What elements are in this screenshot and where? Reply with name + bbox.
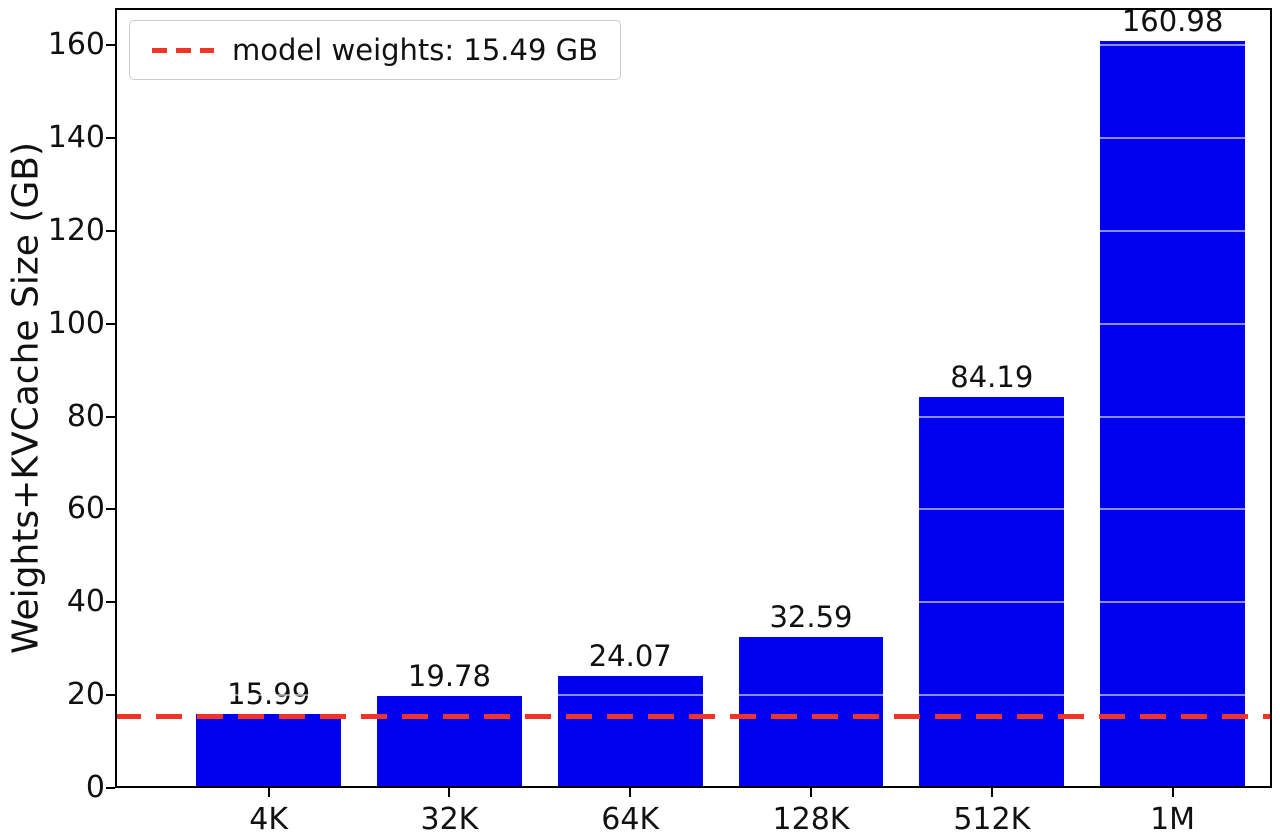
x-tick-mark [629,788,632,797]
gridline [115,137,1272,139]
y-tick-mark [106,694,115,697]
y-tick-mark [106,787,115,789]
y-tick-label: 0 [85,770,105,805]
bar [377,696,522,788]
y-tick-label: 20 [66,677,105,713]
y-tick-mark [106,508,115,511]
y-tick-label: 120 [47,212,105,248]
y-tick-mark [106,44,115,47]
gridline [115,415,1272,418]
y-tick-label: 60 [66,491,105,527]
bar [1100,40,1245,788]
bar-value-label: 84.19 [950,360,1034,395]
x-tick-label: 64K [601,802,660,836]
legend-label: model weights: 15.49 GB [232,33,598,67]
gridline [115,508,1272,511]
bar [557,676,703,788]
y-tick-label: 140 [47,120,105,155]
bar-value-label: 15.99 [227,676,311,711]
x-tick-label: 128K [772,802,850,836]
gridline [115,322,1272,325]
gridline [115,601,1272,604]
plot-area: model weights: 15.49 GB 15.99 19.78 24.07 3… [115,4,1272,788]
gridline [115,44,1272,47]
x-tick-mark [267,788,270,797]
y-tick-mark [106,229,115,232]
x-tick-label: 4K [249,802,289,836]
y-tick-label: 100 [47,305,105,341]
x-tick-mark [990,788,993,797]
y-tick-label: 80 [66,398,105,434]
bar [738,636,884,788]
x-tick-label: 32K [420,802,479,836]
y-tick-mark [106,322,115,325]
x-tick-label: 512K [953,802,1031,836]
bar-value-label: 160.98 [1121,3,1224,38]
y-tick-mark [106,601,115,604]
x-tick-mark [1171,788,1174,797]
gridline [115,694,1272,697]
y-tick-label: 40 [66,584,105,620]
bar [919,397,1065,788]
y-tick-mark [106,415,115,418]
x-tick-mark [810,788,812,797]
legend-dashed-line-sample [152,47,214,53]
legend: model weights: 15.49 GB [129,20,621,80]
x-tick-mark [448,788,451,797]
x-tick-label: 1M [1150,802,1196,836]
model-weights-reference-line [115,713,1272,719]
y-tick-mark [106,137,115,139]
y-tick-label: 160 [47,27,105,63]
bar [196,713,341,788]
gridline [115,229,1272,232]
bar-value-label: 24.07 [588,639,672,674]
bar-value-label: 19.78 [407,659,491,694]
bar-value-label: 32.59 [769,599,853,634]
